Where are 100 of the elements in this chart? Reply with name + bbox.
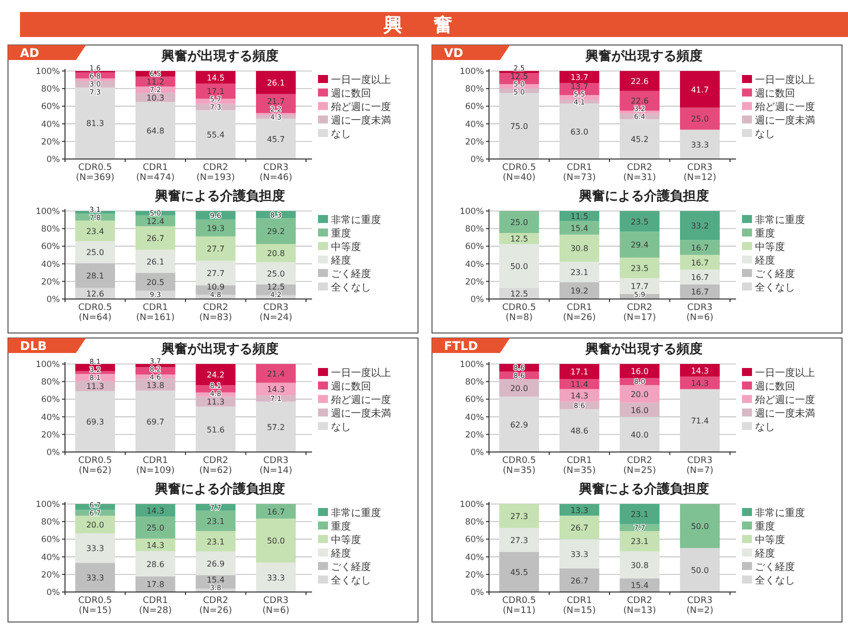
bar [620,504,660,524]
data-label: 14.3 [690,366,709,376]
x-tick-label: CDR0.5 (N=64) [78,303,112,323]
data-label: 57.2 [266,422,285,432]
y-tick-label: 80% [465,518,484,528]
y-tick-label: 0% [46,448,60,458]
bar [680,376,720,390]
data-label: 48.6 [570,426,588,436]
data-label: 23.1 [206,516,225,526]
data-label: 13.3 [570,506,588,515]
bar [680,270,720,284]
y-tick-label: 0% [470,448,484,458]
bar [559,539,600,569]
data-label: 14.3 [690,378,709,388]
x-tick-label: CDR3 (N=24) [260,303,292,323]
data-label: 69.3 [86,418,104,427]
bar [680,254,720,270]
legend-label: 週に一度未満 [755,114,815,126]
x-tick-label: CDR3 (N=6) [262,596,290,616]
chart-title: 興奮が出現する頻度 [584,341,702,357]
legend-label: 全くなし [755,282,795,294]
bar [256,71,296,94]
bar [499,211,540,233]
data-label: 26.1 [266,78,285,88]
data-label: 12.4 [146,216,164,226]
data-label: 12.5 [266,282,285,292]
bar [256,402,296,452]
data-label: 50.0 [690,566,709,575]
data-label: 14.3 [570,391,588,400]
data-label: 12.5 [510,72,528,81]
y-tick-label: 100% [460,207,484,217]
data-label: 16.7 [690,272,709,282]
bar [680,71,720,108]
data-label: 11.3 [86,382,104,392]
data-label: 19.2 [570,286,588,296]
data-label: 21.4 [266,369,285,378]
data-label: 64.8 [146,126,164,136]
legend-label: 中等度 [331,534,361,546]
bar [135,504,176,517]
bar [680,108,720,130]
data-label: 16.0 [630,406,649,415]
bar [680,364,720,377]
bar [196,406,236,452]
legend-label: ごく経度 [331,268,371,280]
data-label: 30.8 [630,560,649,570]
y-tick-label: 20% [41,570,60,580]
y-tick-label: 80% [41,378,60,388]
x-tick-label: CDR1 (N=26) [563,303,596,323]
y-tick-label: 60% [465,102,484,112]
bar [559,221,600,235]
bar [559,282,600,299]
chart-title: 興奮が出現する頻度 [160,48,278,64]
bar [135,551,176,576]
data-label: 11.5 [570,212,588,222]
bar [680,240,720,255]
data-label: 27.7 [206,244,225,254]
y-tick-label: 20% [465,570,484,580]
y-tick-label: 60% [41,242,60,252]
data-label: 50.0 [510,262,528,271]
x-tick-label: CDR3 (N=12) [684,163,716,183]
x-tick-label: CDR0.5 (N=40) [502,163,536,183]
data-label: 17.1 [570,368,588,377]
y-tick-label: 60% [41,395,60,406]
legend-label: 非常に重度 [755,507,805,519]
data-label: 20.5 [146,278,164,287]
data-label: 50.0 [690,522,709,531]
data-label: 12.6 [86,289,104,298]
bar [620,211,660,232]
bar [256,518,296,563]
bar [680,211,720,240]
y-tick-label: 100% [36,500,60,510]
bar [196,396,236,407]
data-label: 14.5 [206,73,225,82]
bar [196,551,236,576]
data-label: 14.3 [266,385,285,394]
data-label: 71.4 [690,416,709,426]
data-label: 11.2 [146,77,164,86]
legend-label: 殆ど週に一度 [755,101,815,113]
bar [135,538,176,552]
bar [256,382,296,396]
data-label: 26.7 [570,523,588,532]
data-label: 26.1 [146,257,164,266]
bar [256,504,296,519]
data-label: 23.5 [630,217,649,226]
bar [75,516,116,534]
x-tick-label: CDR0.5 (N=369) [76,163,114,183]
x-tick-label: CDR2 (N=26) [199,596,232,616]
data-label: 50.0 [266,536,285,546]
data-label: 20.0 [510,384,528,393]
y-tick-label: 20% [465,137,484,148]
data-label: 45.7 [266,134,285,144]
bar [256,218,296,244]
y-tick-label: 80% [465,84,484,95]
data-label: 13.8 [146,381,164,390]
x-tick-label: CDR1 (N=15) [563,596,596,616]
data-label: 27.7 [206,268,225,278]
y-tick-label: 80% [465,378,484,388]
data-label: 45.5 [510,568,528,577]
legend-label: 一日一度以上 [331,367,391,379]
x-tick-label: CDR2 (N=62) [199,456,232,476]
